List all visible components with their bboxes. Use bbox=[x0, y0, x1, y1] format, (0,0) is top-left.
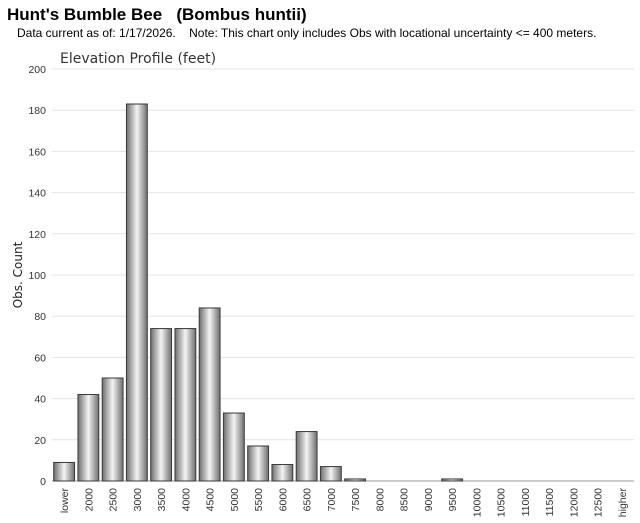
x-tick-label: 6000 bbox=[277, 488, 289, 512]
y-tick-label: 0 bbox=[40, 476, 46, 488]
x-tick-label: 11500 bbox=[544, 488, 556, 517]
page-title: Hunt's Bumble Bee (Bombus huntii) bbox=[7, 5, 307, 24]
bars bbox=[53, 103, 464, 482]
y-tick-label: 180 bbox=[28, 105, 46, 117]
bar-7500 bbox=[344, 478, 367, 482]
x-tick-label: 9500 bbox=[447, 488, 459, 512]
x-tick-label: 8500 bbox=[399, 488, 411, 512]
x-tick-label: 2000 bbox=[83, 488, 95, 512]
y-tick-label: 200 bbox=[28, 64, 46, 76]
x-tick-label: 7000 bbox=[326, 488, 338, 512]
y-tick-label: 100 bbox=[28, 270, 46, 282]
gridlines bbox=[52, 68, 634, 482]
x-tick-label: 4500 bbox=[205, 488, 217, 512]
x-tick-label: 3000 bbox=[132, 488, 144, 512]
x-tick-label: 7500 bbox=[350, 488, 362, 512]
x-tick-label: 12000 bbox=[568, 488, 580, 517]
x-tick-label: 4000 bbox=[180, 488, 192, 512]
x-tick-label: higher bbox=[617, 488, 629, 518]
x-tick-label: 10000 bbox=[471, 488, 483, 517]
y-tick-label: 20 bbox=[34, 435, 46, 447]
bar-2000 bbox=[77, 393, 100, 482]
x-tick-label: 8000 bbox=[374, 488, 386, 512]
x-tick-label: 5000 bbox=[229, 488, 241, 512]
bar-5000 bbox=[222, 412, 245, 482]
y-tick-label: 160 bbox=[28, 146, 46, 158]
bar-4000 bbox=[174, 328, 197, 482]
y-axis-label: Obs. Count bbox=[11, 241, 25, 308]
bar-6500 bbox=[295, 431, 318, 482]
bar-5500 bbox=[247, 445, 270, 482]
x-tick-label: lower bbox=[59, 487, 71, 513]
bar-7000 bbox=[319, 466, 342, 482]
bar-lower bbox=[53, 461, 76, 482]
bar-3500 bbox=[150, 328, 173, 482]
x-tick-label: 12500 bbox=[593, 488, 605, 517]
x-tick-label: 6500 bbox=[302, 488, 314, 512]
y-tick-label: 120 bbox=[28, 229, 46, 241]
bar-6000 bbox=[271, 464, 294, 482]
axis-labels: 0 20 40 60 80 100 120 140 160 180 200 lower 2000 2500… bbox=[28, 64, 628, 517]
x-tick-label: 11000 bbox=[520, 488, 532, 517]
bar-3000 bbox=[125, 103, 148, 482]
y-tick-label: 40 bbox=[34, 394, 46, 406]
bar-4500 bbox=[198, 307, 221, 482]
x-tick-label: 5500 bbox=[253, 488, 265, 512]
y-tick-label: 80 bbox=[34, 311, 46, 323]
bar-9500 bbox=[441, 478, 464, 482]
x-tick-label: 10500 bbox=[496, 488, 508, 517]
x-tick-label: 3500 bbox=[156, 488, 168, 512]
chart-title: Elevation Profile (feet) bbox=[60, 51, 216, 67]
y-tick-label: 60 bbox=[34, 352, 46, 364]
y-tick-label: 140 bbox=[28, 188, 46, 200]
data-note: Data current as of: 1/17/2026. Note: Thi… bbox=[17, 26, 597, 40]
x-tick-label: 9000 bbox=[423, 488, 435, 512]
bar-2500 bbox=[101, 377, 124, 482]
x-tick-label: 2500 bbox=[108, 488, 120, 512]
